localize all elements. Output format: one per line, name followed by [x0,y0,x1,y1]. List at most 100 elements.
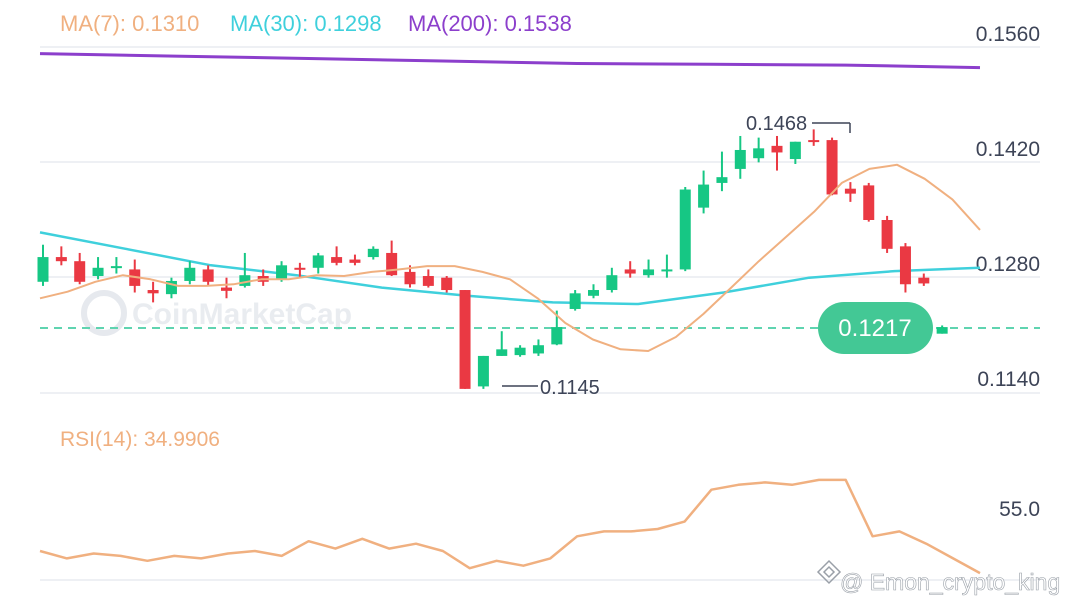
candle [165,277,177,299]
candle-body [899,246,911,285]
candle [698,170,710,214]
candle [496,331,508,356]
candle [624,261,636,278]
ma30-legend: MA(30): 0.1298 [230,11,382,36]
candle [716,151,728,192]
candle [92,257,104,280]
ma200-path [39,52,981,70]
candle [588,284,599,299]
candle [606,267,618,293]
candle-body [147,290,159,294]
candle [202,265,214,286]
candle [110,257,122,274]
ma30-line [39,231,981,306]
candle-body [165,280,177,295]
candle-body [239,275,251,286]
candle [899,243,911,293]
candle-body [588,290,599,296]
candle [441,276,453,293]
candle-body [918,277,930,284]
candle [514,345,526,357]
candle-body [294,267,306,270]
rsi-tick: 55.0 [999,498,1040,521]
price-tick-1: 0.1420 [976,138,1040,161]
high-marker: 0.1468 [746,113,851,135]
candle-body [771,145,783,153]
candle-body [789,141,801,160]
candle [569,290,581,311]
candle-body [532,345,544,354]
candle-body [679,189,691,270]
candle [221,277,232,299]
low-label: 0.1145 [540,377,600,399]
candle [936,325,948,334]
candle-body [37,257,49,282]
candle [294,262,306,278]
candle [312,252,324,274]
footer-watermark: @ Emon_crypto_king [816,559,1061,595]
candle [679,187,691,272]
candle-body [551,327,563,345]
ma200-legend: MA(200): 0.1538 [408,11,572,36]
candle [184,261,196,285]
candle [863,182,875,222]
candle [422,269,434,288]
candle-body [496,349,508,356]
candle [844,182,856,202]
candle-body [312,255,324,268]
candle [771,135,783,171]
diamond-icon [816,559,842,585]
candle-body [661,269,673,272]
candle-body [477,355,489,387]
candle-body [331,257,343,263]
ma200-line [39,52,981,70]
watermark-text: CoinMarketCap [132,298,352,331]
candle-body [110,266,122,269]
candle [826,137,838,196]
candle-body [184,267,196,281]
candle-body [808,140,820,143]
candle [459,290,471,389]
high-label: 0.1468 [746,113,807,135]
candle-body [569,293,581,309]
candle [753,137,765,163]
candle-body [276,265,288,280]
rsi-label: RSI(14): 34.9906 [60,428,220,451]
candle [367,246,379,260]
candle [643,259,655,278]
footer-watermark-text: @ Emon_crypto_king [840,569,1060,595]
current-price-badge: 0.1217 [818,302,933,354]
candle [918,273,930,286]
ma7-path [39,163,981,352]
candle-body [386,252,398,276]
candle-body [643,269,655,276]
candle [477,355,489,389]
candle [808,129,820,146]
price-tick-3: 0.1140 [977,368,1040,391]
candle [734,135,746,179]
price-tick-0: 0.1560 [976,23,1040,46]
candle [532,339,544,356]
candle-body [367,248,379,258]
ma7-line [39,163,981,352]
price-tick-2: 0.1280 [976,253,1040,276]
ma30-path [39,231,981,306]
candle-body [349,259,361,263]
candle-body [422,276,434,286]
candle [789,141,801,164]
candle [349,254,361,266]
candle-body [698,184,710,208]
current-price-text: 0.1217 [838,315,911,342]
candle-body [221,287,232,291]
candle-body [716,177,728,183]
candle [147,281,159,303]
candle [74,252,86,285]
candle-body [92,267,104,277]
candle-body [826,140,838,195]
candle-body [404,271,416,285]
candle [661,254,673,278]
candle [37,244,49,286]
candle-body [624,269,636,274]
ma7-legend: MA(7): 0.1310 [60,11,199,36]
